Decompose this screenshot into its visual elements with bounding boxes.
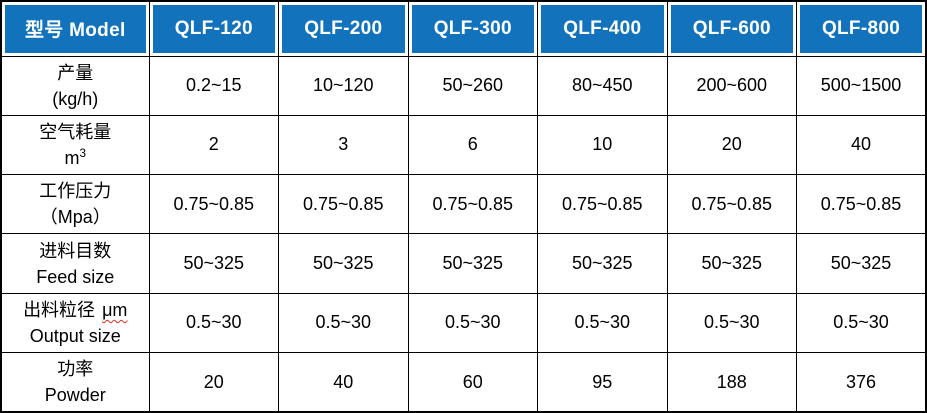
cell-air-qlf-200: 3: [278, 114, 409, 176]
row-label-line2: Powder: [4, 382, 147, 408]
row-label-line1: 功率: [4, 356, 147, 382]
row-label-text: 产量: [57, 62, 94, 83]
row-label-unit: (kg/h): [52, 88, 99, 109]
row-label-unit: m: [64, 147, 80, 168]
cell-pressure-qlf-120: 0.75~0.85: [148, 174, 279, 235]
cell-air-qlf-300: 6: [407, 114, 538, 176]
cell-pressure-qlf-600: 0.75~0.85: [666, 174, 797, 235]
row-label-line1: 空气耗量: [4, 119, 147, 145]
cell-output-qlf-120: 0.5~30: [148, 292, 279, 354]
row-label-output-size: 出料粒径 μm Output size: [0, 292, 150, 354]
row-label-air-consumption: 空气耗量 m3: [0, 114, 150, 176]
row-air-consumption: 空气耗量 m3 2 3 6 10 20 40: [0, 114, 927, 176]
row-label-suffix: μm: [102, 299, 128, 320]
row-label-text: 进料目数: [39, 240, 112, 261]
cell-air-qlf-600: 20: [666, 114, 797, 176]
cell-pressure-qlf-300: 0.75~0.85: [407, 174, 538, 235]
cell-output-qlf-200: 0.5~30: [278, 292, 409, 354]
header-cell-qlf-200: QLF-200: [278, 0, 409, 57]
row-label-superscript: 3: [79, 146, 86, 160]
cell-capacity-qlf-800: 500~1500: [796, 55, 927, 116]
cell-output-qlf-600: 0.5~30: [666, 292, 797, 354]
row-capacity: 产量 (kg/h) 0.2~15 10~120 50~260 80~450 20…: [0, 55, 927, 116]
cell-air-qlf-120: 2: [148, 114, 279, 176]
row-label-unit: Powder: [44, 385, 106, 406]
cell-power-qlf-300: 60: [407, 352, 538, 413]
row-label-line2: Feed size: [4, 264, 147, 290]
cell-feed-qlf-600: 50~325: [666, 233, 797, 294]
row-working-pressure: 工作压力 （Mpa） 0.75~0.85 0.75~0.85 0.75~0.85…: [0, 174, 927, 235]
cell-output-qlf-800: 0.5~30: [796, 292, 927, 354]
row-label-line1: 工作压力: [4, 178, 147, 204]
cell-power-qlf-120: 20: [148, 352, 279, 413]
header-cell-qlf-800: QLF-800: [796, 0, 927, 57]
row-label-line2: （Mpa）: [4, 204, 147, 230]
row-power: 功率 Powder 20 40 60 95 188 376: [0, 352, 927, 413]
row-feed-size: 进料目数 Feed size 50~325 50~325 50~325 50~3…: [0, 233, 927, 294]
row-label-line1: 产量: [4, 60, 147, 86]
cell-capacity-qlf-600: 200~600: [666, 55, 797, 116]
header-cell-qlf-120: QLF-120: [148, 0, 279, 57]
cell-feed-qlf-300: 50~325: [407, 233, 538, 294]
cell-capacity-qlf-300: 50~260: [407, 55, 538, 116]
cell-capacity-qlf-120: 0.2~15: [148, 55, 279, 116]
row-label-line1: 出料粒径 μm: [4, 297, 147, 323]
header-cell-model: 型号 Model: [0, 0, 150, 57]
cell-power-qlf-400: 95: [537, 352, 668, 413]
cell-feed-qlf-800: 50~325: [796, 233, 927, 294]
row-label-text: 工作压力: [39, 181, 112, 202]
cell-power-qlf-600: 188: [666, 352, 797, 413]
cell-feed-qlf-400: 50~325: [537, 233, 668, 294]
row-label-text: 空气耗量: [39, 121, 112, 142]
row-label-unit: （Mpa）: [39, 207, 111, 228]
row-label-line1: 进料目数: [4, 238, 147, 264]
row-label-working-pressure: 工作压力 （Mpa）: [0, 174, 150, 235]
row-label-text: 功率: [57, 359, 94, 380]
header-cell-qlf-600: QLF-600: [666, 0, 797, 57]
cell-air-qlf-400: 10: [537, 114, 668, 176]
cell-pressure-qlf-200: 0.75~0.85: [278, 174, 409, 235]
row-label-unit: Feed size: [36, 266, 115, 287]
row-output-size: 出料粒径 μm Output size 0.5~30 0.5~30 0.5~30 …: [0, 292, 927, 354]
row-label-feed-size: 进料目数 Feed size: [0, 233, 150, 294]
cell-capacity-qlf-400: 80~450: [537, 55, 668, 116]
cell-feed-qlf-200: 50~325: [278, 233, 409, 294]
cell-power-qlf-800: 376: [796, 352, 927, 413]
row-label-power: 功率 Powder: [0, 352, 150, 413]
cell-capacity-qlf-200: 10~120: [278, 55, 409, 116]
row-label-unit: Output size: [29, 325, 121, 346]
header-row: 型号 Model QLF-120 QLF-200 QLF-300 QLF-400…: [0, 0, 927, 57]
cell-output-qlf-300: 0.5~30: [407, 292, 538, 354]
header-cell-qlf-400: QLF-400: [537, 0, 668, 57]
cell-pressure-qlf-800: 0.75~0.85: [796, 174, 927, 235]
cell-feed-qlf-120: 50~325: [148, 233, 279, 294]
cell-air-qlf-800: 40: [796, 114, 927, 176]
row-label-line2: m3: [4, 145, 147, 171]
cell-power-qlf-200: 40: [278, 352, 409, 413]
row-label-text: 出料粒径: [23, 299, 96, 320]
cell-output-qlf-400: 0.5~30: [537, 292, 668, 354]
row-label-line2: Output size: [4, 323, 147, 349]
row-label-line2: (kg/h): [4, 86, 147, 112]
header-cell-qlf-300: QLF-300: [407, 0, 538, 57]
row-label-capacity: 产量 (kg/h): [0, 55, 150, 116]
cell-pressure-qlf-400: 0.75~0.85: [537, 174, 668, 235]
